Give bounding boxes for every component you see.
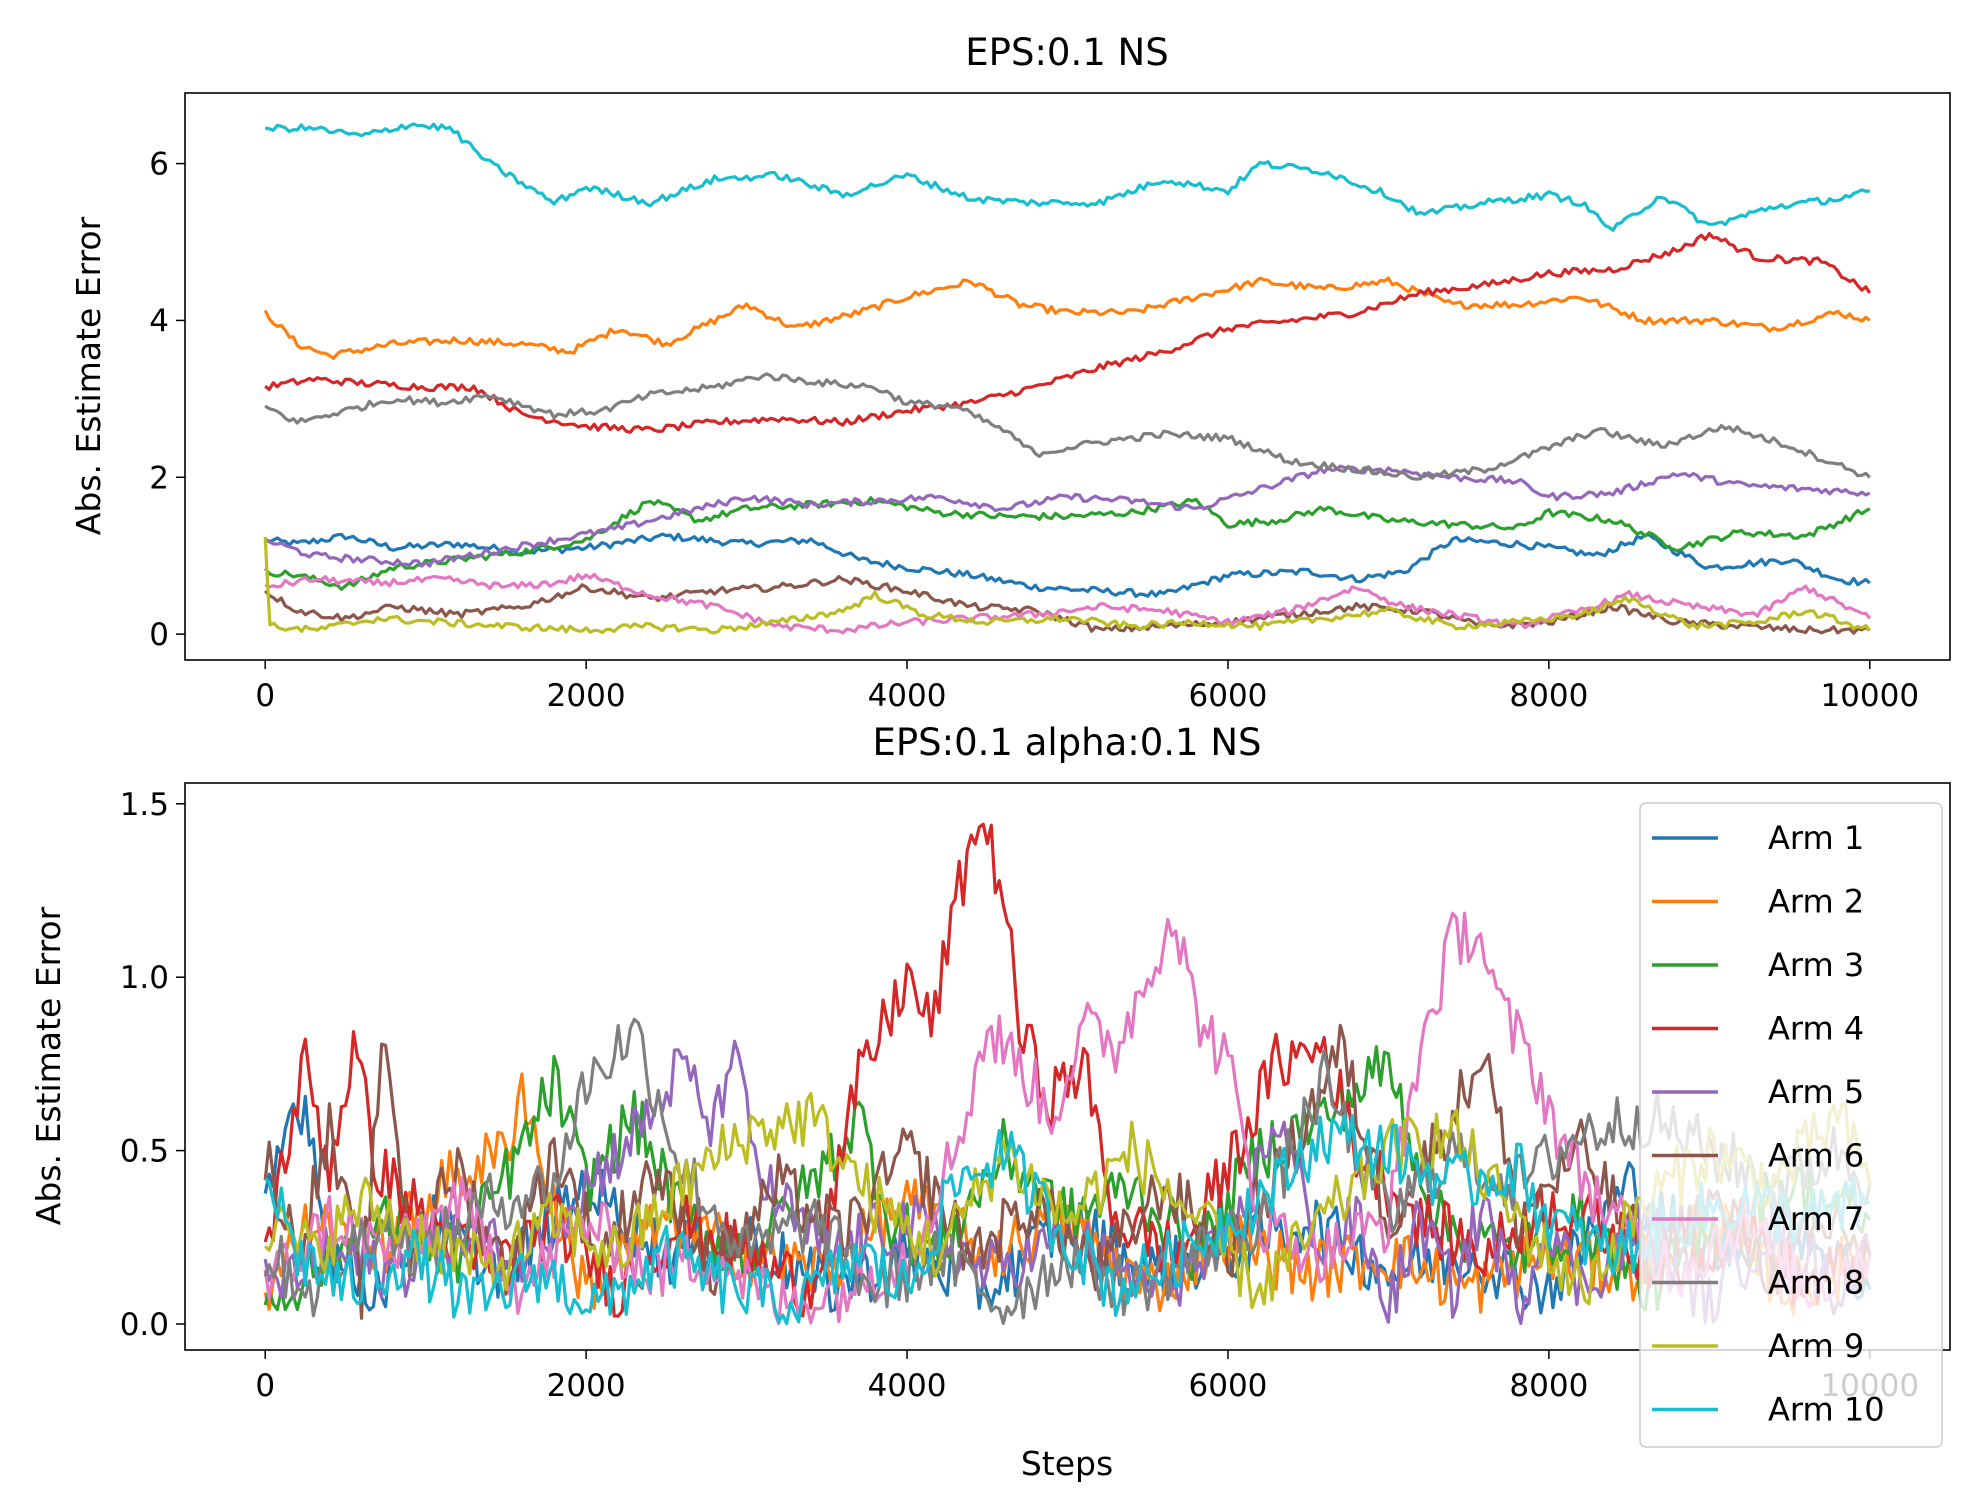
y-tick-label: 0.5 <box>120 1134 169 1170</box>
series-layer <box>263 822 1872 1326</box>
legend-label: Arm 10 <box>1768 1391 1885 1429</box>
y-tick-label: 0.0 <box>120 1307 169 1343</box>
x-tick-label: 8000 <box>1509 1368 1588 1404</box>
series-line-2 <box>263 276 1871 360</box>
series-line-7 <box>263 911 1872 1326</box>
legend-label: Arm 2 <box>1768 883 1864 921</box>
x-tick-label: 6000 <box>1189 1368 1268 1404</box>
series-layer <box>263 122 1872 635</box>
chart-title: EPS:0.1 alpha:0.1 NS <box>872 721 1261 764</box>
y-tick-label: 1.5 <box>120 787 169 823</box>
y-tick-label: 4 <box>149 303 169 339</box>
x-tick-label: 0 <box>255 1368 275 1404</box>
series-line-3 <box>263 496 1871 591</box>
series-line-4 <box>264 232 1872 434</box>
series-line-8 <box>264 372 1871 481</box>
legend-label: Arm 1 <box>1768 819 1864 857</box>
y-tick-label: 1.0 <box>120 960 169 996</box>
series-line-10 <box>264 1113 1870 1326</box>
legend-label: Arm 6 <box>1768 1137 1864 1175</box>
axes-frame <box>184 782 1951 1351</box>
x-tick-label: 6000 <box>1189 678 1268 714</box>
series-line-1 <box>264 532 1871 599</box>
legend-label: Arm 5 <box>1768 1073 1864 1111</box>
x-tick-label: 2000 <box>547 1368 626 1404</box>
chart-title: EPS:0.1 NS <box>965 31 1168 74</box>
x-tick-label: 0 <box>255 678 275 714</box>
x-tick-label: 2000 <box>547 678 626 714</box>
legend-label: Arm 3 <box>1768 946 1864 984</box>
axes-frame <box>184 92 1951 661</box>
legend-label: Arm 4 <box>1768 1010 1864 1048</box>
y-tick-label: 6 <box>149 147 169 183</box>
y-ticks: 0 2 4 6 <box>149 147 185 653</box>
y-ticks: 0.0 0.5 1.0 1.5 <box>120 787 185 1343</box>
legend-label: Arm 8 <box>1768 1264 1864 1302</box>
series-line-6 <box>263 1023 1872 1320</box>
x-tick-label: 4000 <box>868 1368 947 1404</box>
x-tick-label: 10000 <box>1820 678 1919 714</box>
subplot-top: 0 2000 4000 6000 8000 10000 0 2 4 6 EPS:0.1 NS A… <box>69 31 1951 714</box>
legend-label: Arm 7 <box>1768 1200 1864 1238</box>
series-line-6 <box>263 574 1871 635</box>
x-tick-label: 4000 <box>868 678 947 714</box>
y-axis-label: Abs. Estimate Error <box>69 216 108 535</box>
legend-label: Arm 9 <box>1768 1327 1864 1365</box>
series-line-9 <box>264 1091 1872 1310</box>
series-line-9 <box>263 536 1872 635</box>
x-ticks: 0 2000 4000 6000 8000 10000 <box>255 660 1919 714</box>
y-tick-label: 2 <box>149 460 169 496</box>
y-axis-label: Abs. Estimate Error <box>29 906 68 1225</box>
y-tick-label: 0 <box>149 617 169 653</box>
x-tick-label: 8000 <box>1509 678 1588 714</box>
series-line-10 <box>264 122 1870 232</box>
x-axis-label: Steps <box>1021 1444 1113 1483</box>
series-line-8 <box>263 1017 1872 1325</box>
legend: Arm 1 Arm 2 Arm 3 Arm 4 Arm 5 Arm 6 Arm 7 Arm 8… <box>1639 802 1943 1448</box>
series-line-7 <box>264 572 1872 635</box>
series-line-5 <box>264 464 1871 568</box>
